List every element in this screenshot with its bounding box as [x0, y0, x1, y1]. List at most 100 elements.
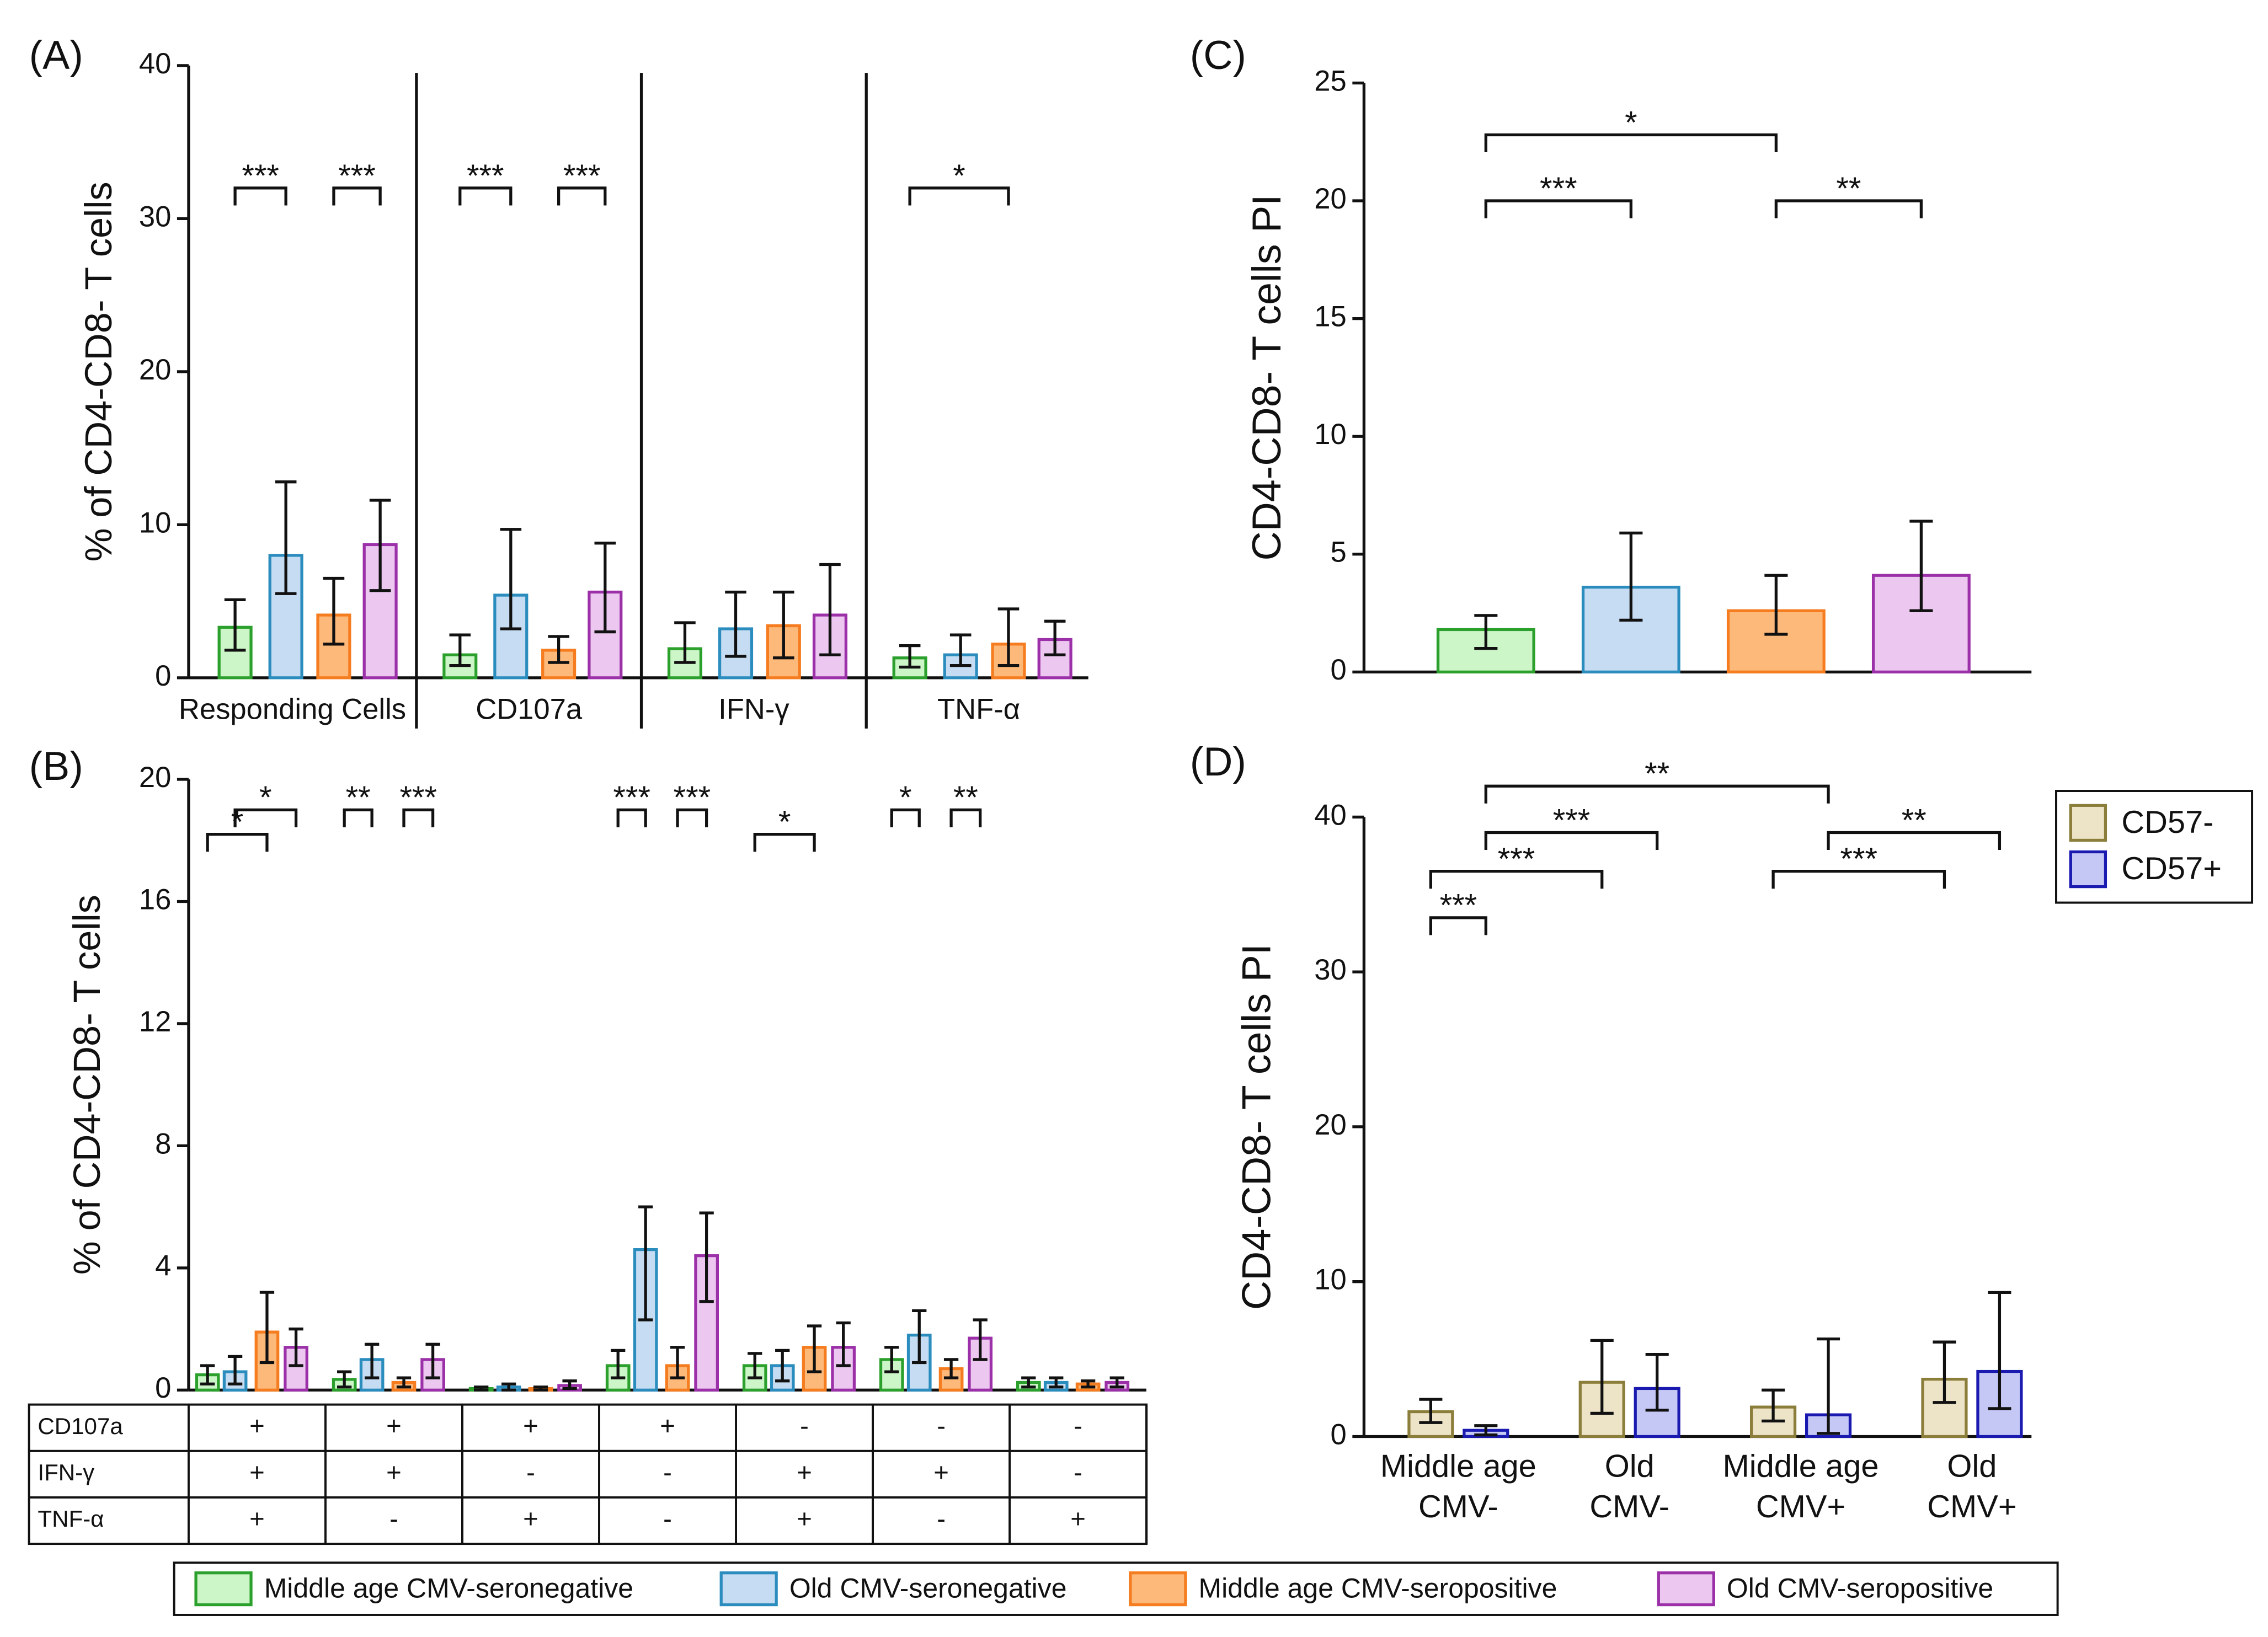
x-tick-label: Responding Cells: [179, 693, 406, 725]
error-bar: [1419, 1398, 1443, 1424]
error-bar: [449, 633, 471, 667]
error-bar: [1044, 619, 1066, 656]
error-bar: [973, 1318, 988, 1361]
significance-bracket: [616, 808, 647, 827]
significance-bracket: [458, 186, 513, 206]
significance-label: **: [1645, 756, 1669, 791]
legend-label: Middle age CMV-seropositive: [1199, 1572, 1557, 1603]
y-tick-label: 0: [1331, 654, 1347, 686]
significance-bracket: [1771, 870, 1946, 889]
error-bar: [1474, 1424, 1498, 1437]
error-bar: [200, 1364, 215, 1385]
significance-label: ***: [674, 780, 711, 815]
y-tick-label: 15: [1314, 301, 1347, 333]
error-bar: [1080, 1379, 1096, 1389]
y-axis-label: CD4-CD8- T cells PI: [1233, 944, 1279, 1310]
error-bar: [500, 528, 522, 630]
error-bar: [1474, 614, 1498, 650]
error-bar: [819, 563, 841, 656]
panel-label: (B): [29, 743, 83, 789]
y-tick-label: 25: [1314, 65, 1347, 97]
error-bar: [899, 644, 921, 669]
error-bar: [533, 1385, 548, 1392]
significance-label: ***: [1540, 171, 1577, 206]
legend-swatch: [719, 1571, 778, 1607]
y-tick-label: 30: [139, 200, 172, 233]
error-bar: [548, 635, 569, 664]
table-cell: +: [933, 1458, 949, 1487]
error-bar: [884, 1346, 899, 1373]
error-bar: [1619, 531, 1643, 622]
error-bar: [227, 1355, 243, 1385]
error-bar: [912, 1309, 927, 1365]
legend-label: CD57+: [2121, 851, 2222, 886]
legend-label: Middle age CMV-seronegative: [264, 1572, 633, 1603]
error-bar: [997, 607, 1020, 667]
panel-label: (A): [29, 32, 83, 78]
legend-label: CD57-: [2121, 805, 2213, 840]
significance-bracket: [753, 833, 816, 852]
y-tick-label: 8: [155, 1127, 171, 1160]
significance-label: *: [259, 780, 272, 815]
y-tick-label: 5: [1331, 536, 1347, 569]
significance-bracket: [402, 808, 435, 827]
error-bar: [275, 480, 297, 595]
significance-label: ***: [242, 158, 279, 194]
table-cell: -: [937, 1505, 946, 1534]
error-bar: [1590, 1339, 1614, 1415]
error-bar: [1109, 1376, 1124, 1389]
significance-label: ***: [467, 158, 504, 194]
significance-label: ***: [1440, 888, 1477, 923]
y-tick-label: 10: [139, 506, 172, 539]
error-bar: [425, 1342, 440, 1379]
y-tick-label: 20: [139, 761, 172, 794]
table-cell: +: [386, 1458, 402, 1487]
x-tick-label: Old CMV+: [1927, 1449, 2016, 1525]
table-cell: -: [1074, 1411, 1082, 1441]
error-bar: [323, 576, 345, 646]
error-bar: [670, 1346, 685, 1379]
error-bar: [289, 1327, 303, 1367]
y-axis-label: CD4-CD8- T cells PI: [1244, 194, 1289, 560]
significance-bracket: [206, 833, 269, 852]
error-bar: [396, 1376, 412, 1389]
error-bar: [943, 1358, 959, 1379]
significance-bracket: [233, 808, 298, 827]
significance-label: **: [1836, 171, 1861, 206]
significance-label: *: [778, 805, 791, 840]
y-tick-label: 20: [1314, 1109, 1347, 1141]
table-cell: -: [663, 1458, 672, 1487]
error-bar: [775, 1349, 790, 1383]
table-row-label: CD107a: [38, 1413, 123, 1439]
significance-bracket: [890, 808, 921, 827]
error-bar: [474, 1385, 489, 1392]
error-bar: [337, 1370, 352, 1389]
y-tick-label: 0: [155, 660, 171, 692]
significance-bracket: [1484, 133, 1778, 153]
y-tick-label: 0: [155, 1372, 171, 1404]
table-cell: +: [660, 1411, 675, 1441]
significance-label: ***: [1840, 842, 1878, 877]
table-cell: +: [523, 1505, 538, 1534]
significance-bracket: [332, 186, 382, 206]
y-tick-label: 40: [139, 47, 172, 80]
error-bar: [674, 621, 696, 664]
y-tick-label: 10: [1314, 1264, 1347, 1296]
significance-label: **: [1902, 803, 1927, 838]
panel-label: (D): [1190, 739, 1246, 784]
y-axis-label: % of CD4-CD8- T cells: [66, 895, 108, 1275]
error-bar: [1933, 1340, 1956, 1404]
significance-label: ***: [338, 158, 376, 194]
x-tick-label: Middle age CMV+: [1723, 1449, 1879, 1525]
y-tick-label: 30: [1314, 954, 1347, 986]
significance-bracket: [1774, 199, 1923, 218]
y-tick-label: 10: [1314, 418, 1347, 451]
error-bar: [259, 1291, 275, 1365]
error-bar: [594, 542, 616, 634]
table-cell: -: [663, 1505, 672, 1534]
error-bar: [1021, 1376, 1036, 1389]
y-tick-label: 40: [1314, 799, 1347, 831]
error-bar: [1762, 1388, 1785, 1423]
table-cell: +: [797, 1505, 812, 1534]
